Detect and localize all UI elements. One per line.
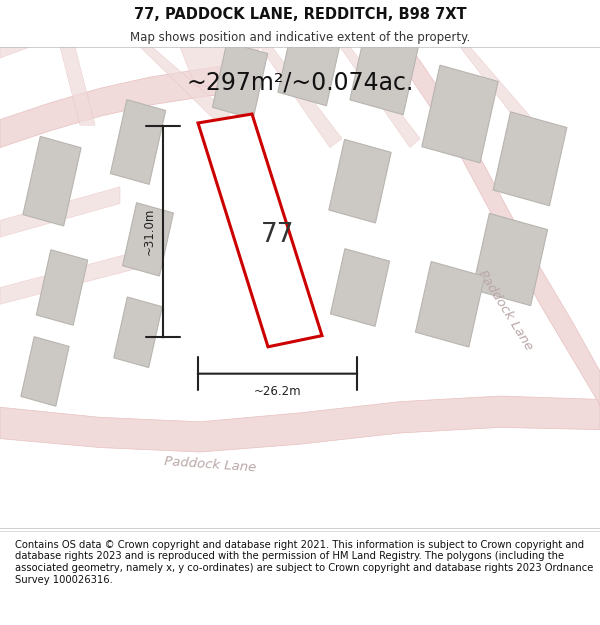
Text: Paddock Lane: Paddock Lane — [164, 454, 256, 474]
Text: 77: 77 — [261, 222, 295, 249]
Polygon shape — [0, 47, 30, 58]
Text: ~26.2m: ~26.2m — [254, 385, 301, 398]
Polygon shape — [0, 64, 240, 148]
Polygon shape — [0, 396, 600, 452]
Polygon shape — [180, 47, 260, 86]
Polygon shape — [23, 136, 81, 226]
Polygon shape — [212, 42, 268, 119]
Polygon shape — [140, 47, 230, 125]
Polygon shape — [493, 112, 567, 206]
Polygon shape — [340, 47, 420, 148]
Polygon shape — [37, 250, 88, 325]
Polygon shape — [0, 248, 150, 304]
Text: 77, PADDOCK LANE, REDDITCH, B98 7XT: 77, PADDOCK LANE, REDDITCH, B98 7XT — [134, 6, 466, 21]
Polygon shape — [0, 187, 120, 237]
Text: Paddock Lane: Paddock Lane — [475, 268, 535, 352]
Polygon shape — [198, 114, 322, 347]
Polygon shape — [278, 22, 342, 106]
Polygon shape — [472, 213, 548, 306]
Polygon shape — [114, 297, 162, 368]
Text: Map shows position and indicative extent of the property.: Map shows position and indicative extent… — [130, 31, 470, 44]
Polygon shape — [331, 249, 389, 326]
Text: ~31.0m: ~31.0m — [143, 208, 155, 255]
Polygon shape — [329, 139, 391, 223]
Text: Contains OS data © Crown copyright and database right 2021. This information is : Contains OS data © Crown copyright and d… — [15, 540, 593, 584]
Polygon shape — [350, 24, 420, 115]
Text: ~297m²/~0.074ac.: ~297m²/~0.074ac. — [187, 71, 413, 95]
Polygon shape — [460, 47, 530, 125]
Polygon shape — [415, 261, 485, 347]
Polygon shape — [390, 47, 600, 405]
Polygon shape — [260, 47, 342, 148]
Polygon shape — [422, 65, 498, 163]
Polygon shape — [21, 337, 69, 406]
Polygon shape — [110, 99, 166, 184]
Polygon shape — [60, 47, 95, 125]
Polygon shape — [122, 202, 173, 276]
